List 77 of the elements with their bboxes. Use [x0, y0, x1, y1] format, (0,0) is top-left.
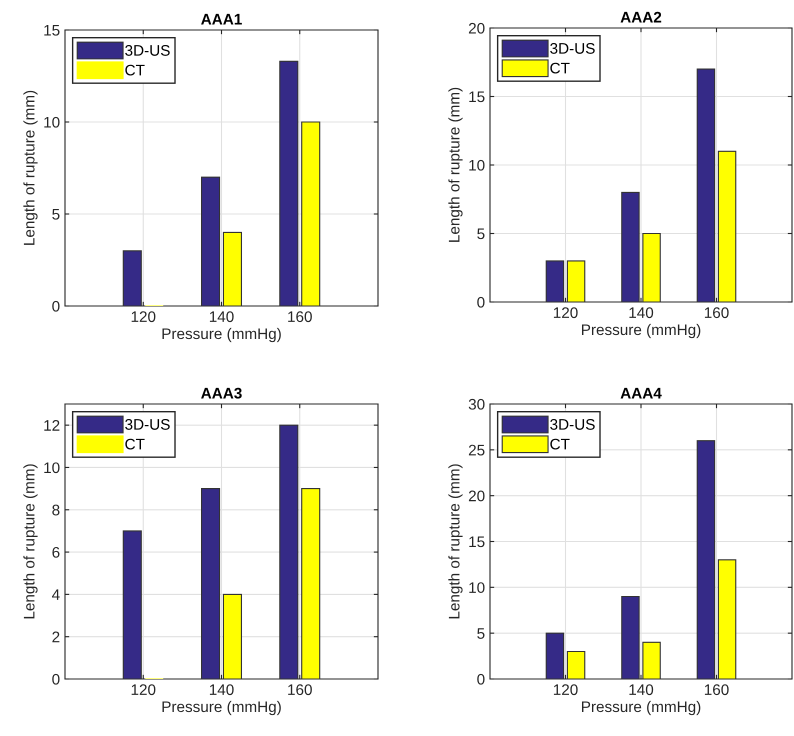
x-tick-label: 120: [554, 684, 578, 696]
legend-label: CT: [125, 438, 145, 450]
bar: [696, 68, 716, 302]
bar: [621, 596, 640, 679]
legend-label: 3D-US: [125, 419, 170, 430]
bar: [546, 260, 564, 302]
y-tick-label: 5: [477, 228, 484, 240]
x-tick-label: 160: [288, 311, 312, 322]
chart-title: AAA1: [201, 14, 242, 24]
bar: [566, 650, 586, 679]
bar: [222, 594, 242, 679]
chart-title: AAA2: [620, 12, 662, 22]
y-axis-title: Length of rupture (mm): [23, 90, 38, 245]
y-tick-label: 0: [477, 674, 485, 685]
y-tick-label: 15: [469, 92, 484, 102]
chart-title: AAA3: [201, 388, 242, 399]
x-axis-title: Pressure (mmHg): [582, 700, 700, 716]
bar: [642, 642, 661, 679]
y-tick-label: 0: [477, 296, 485, 308]
legend-label: CT: [550, 438, 570, 450]
y-tick-label: 0: [52, 300, 60, 312]
bar: [122, 250, 142, 306]
bar: [279, 424, 298, 679]
bar: [718, 150, 736, 302]
bar: [546, 632, 564, 679]
chart-title: AAA4: [620, 388, 662, 398]
bar: [642, 232, 661, 302]
bar: [566, 260, 586, 302]
legend-label: 3D-US: [125, 45, 170, 56]
x-tick-label: 120: [132, 684, 156, 696]
bar: [222, 232, 242, 306]
y-tick-label: 10: [469, 582, 485, 594]
bar: [200, 176, 220, 306]
y-tick-label: 10: [44, 116, 60, 128]
bar: [301, 121, 320, 306]
x-tick-label: 140: [629, 684, 654, 696]
y-axis-title: Length of rupture (mm): [448, 464, 463, 618]
y-tick-label: 10: [469, 160, 485, 171]
bar: [621, 192, 640, 302]
x-tick-label: 140: [210, 684, 234, 696]
y-tick-label: 20: [468, 22, 485, 34]
legend-label: CT: [125, 64, 145, 76]
x-tick-label: 160: [704, 307, 729, 318]
x-axis-title: Pressure (mmHg): [582, 324, 700, 338]
bar: [122, 530, 142, 679]
y-tick-label: 5: [52, 209, 60, 220]
y-tick-label: 10: [44, 462, 60, 474]
y-tick-label: 2: [52, 632, 60, 642]
x-tick-label: 140: [210, 311, 234, 322]
y-tick-label: 25: [468, 444, 484, 456]
bar: [301, 488, 320, 679]
y-tick-label: 15: [469, 536, 484, 548]
legend-label: CT: [550, 62, 570, 74]
x-tick-label: 160: [704, 684, 729, 696]
x-tick-label: 120: [132, 311, 156, 322]
y-tick-label: 8: [52, 504, 60, 516]
legend-label: 3D-US: [550, 43, 595, 54]
legend-label: 3D-US: [550, 419, 595, 430]
bar: [696, 440, 716, 679]
x-tick-label: 120: [554, 307, 578, 318]
y-tick-label: 5: [477, 628, 484, 639]
y-tick-label: 12: [44, 420, 60, 431]
bar: [718, 559, 736, 679]
x-tick-label: 140: [629, 307, 654, 318]
bar: [279, 60, 298, 306]
x-axis-title: Pressure (mmHg): [162, 328, 281, 342]
bar: [200, 488, 220, 679]
y-tick-label: 6: [52, 546, 60, 558]
x-axis-title: Pressure (mmHg): [162, 700, 281, 716]
y-tick-label: 4: [52, 589, 60, 600]
y-axis-title: Length of rupture (mm): [448, 88, 463, 242]
y-axis-title: Length of rupture (mm): [23, 464, 38, 618]
y-tick-label: 15: [44, 25, 60, 36]
y-tick-label: 30: [468, 398, 485, 410]
x-tick-label: 160: [288, 684, 312, 696]
y-tick-label: 0: [52, 674, 60, 685]
y-tick-label: 20: [468, 490, 485, 502]
